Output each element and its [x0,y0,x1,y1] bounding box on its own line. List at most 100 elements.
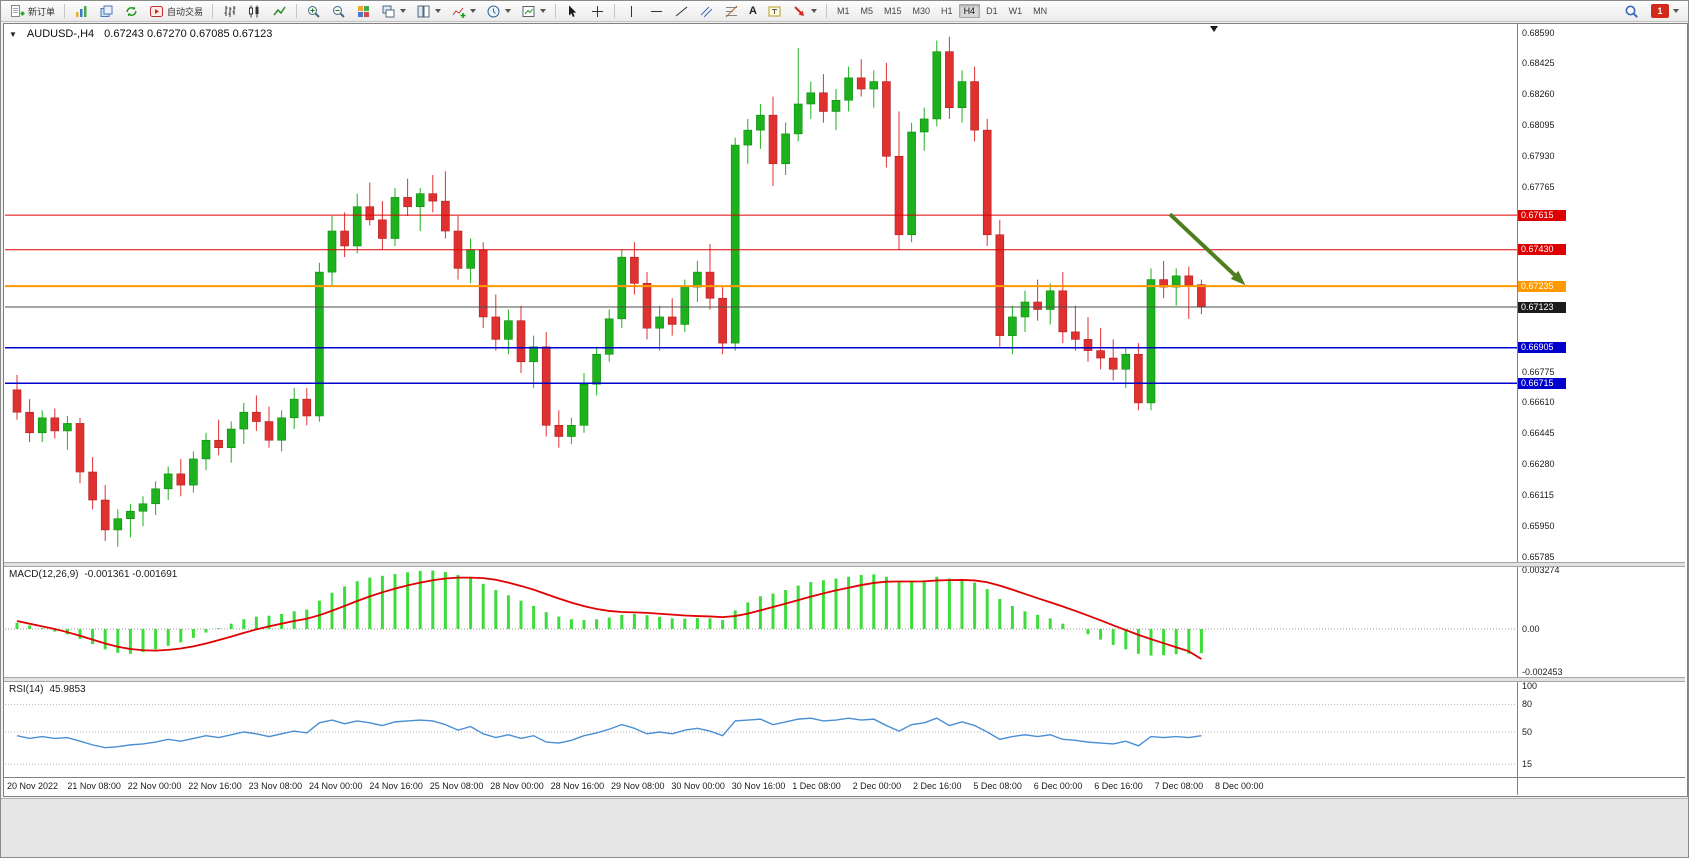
chevron-down-icon [400,9,407,13]
macd-indicator-panel[interactable] [5,567,1517,675]
line-chart-type-button[interactable] [268,3,291,20]
timeframe-button-h4[interactable]: H4 [958,4,981,18]
auto-trading-button[interactable]: 自动交易 [145,3,207,20]
templates-button[interactable] [517,3,550,20]
line-chart-icon [272,4,287,19]
arrow-annotation-shaft[interactable] [1168,212,1236,277]
timeframe-button-mn[interactable]: MN [1033,6,1048,16]
candle-body [718,297,727,344]
indicators-button[interactable] [447,3,480,20]
collapse-chart-icon[interactable]: ▼ [9,29,17,39]
timeframe-button-m5[interactable]: M5 [860,6,874,16]
price-tick: 0.66775 [1522,366,1555,377]
price-tick: 0.65785 [1522,551,1555,562]
vertical-line-tool-button[interactable] [620,3,643,20]
timeframe-button-m15[interactable]: M15 [884,6,902,16]
candle-body [466,249,475,269]
profiles-icon [99,4,114,19]
candle-body [239,411,249,430]
candle-body [1108,357,1118,370]
toolbar-separator [614,4,616,18]
candle-body [390,197,400,239]
timeframe-button-w1[interactable]: W1 [1008,6,1023,16]
timeframe-button-d1[interactable]: D1 [986,6,998,16]
time-axis-label: 28 Nov 16:00 [550,781,605,791]
candle-body [604,318,614,355]
candle-body [806,92,816,105]
toolbar-separator [64,4,66,18]
rsi-indicator-panel[interactable] [5,682,1517,774]
price-tick: 0.65950 [1522,520,1555,531]
search-button[interactable] [1620,3,1643,20]
candle-body [856,77,866,90]
crosshair-icon [590,4,605,19]
price-tick: 0.68260 [1522,89,1555,100]
arrange-windows-icon [416,4,431,19]
price-tick: 0.67930 [1522,150,1555,161]
refresh-button[interactable] [120,3,143,20]
time-axis-label: 23 Nov 08:00 [248,781,303,791]
text-tool-button[interactable]: A [745,3,761,20]
price-axis-border[interactable] [1517,24,1518,795]
text-label-tool-button[interactable] [763,3,786,20]
price-tick: 0.68095 [1522,119,1555,130]
timeframe-button-h1[interactable]: H1 [941,6,953,16]
horizontal-line-tool-button[interactable] [645,3,668,20]
candle-body [1134,354,1143,404]
candle-body [189,458,198,486]
cursor-button[interactable] [561,3,584,20]
new-order-button[interactable]: 新订单 [6,3,59,20]
bar-chart-type-button[interactable] [218,3,241,20]
main-price-chart[interactable] [5,24,1517,561]
fibonacci-tool-button[interactable] [720,3,743,20]
timeframe-button-m30[interactable]: M30 [912,6,931,16]
rsi-value: 45.9853 [49,684,86,695]
arrow-annotation-head[interactable] [1230,270,1246,286]
rsi-axis-label: 80 [1522,698,1533,709]
timeframe-group: M1 M5 M15 M30 H1 H4 D1 W1 MN [832,4,1052,18]
candle-body [1146,279,1156,404]
panel-splitter-macd[interactable] [4,562,1685,567]
time-axis-label: 22 Nov 16:00 [188,781,242,791]
candle-body [1020,301,1030,318]
horizontal-line-icon [649,4,664,19]
arrows-tool-button[interactable] [788,3,821,20]
candle-body [680,286,690,325]
candlestick-chart-type-button[interactable] [243,3,266,20]
arrange-windows-button[interactable] [412,3,445,20]
price-tick: 0.66610 [1522,397,1555,408]
toolbar-separator [555,4,557,18]
toolbar: 新订单 自动交易 A M1 M5 M15 M [1,1,1688,22]
periods-button[interactable] [482,3,515,20]
candle-body [126,510,135,520]
chevron-down-icon [810,9,817,13]
rsi-axis-label: 50 [1522,726,1533,737]
candle-body [12,389,22,413]
zoom-in-button[interactable] [302,3,325,20]
candle-body [415,193,425,208]
candle-body [37,417,47,434]
candle-body [25,411,34,434]
panel-splitter-rsi[interactable] [4,677,1685,682]
trendline-tool-button[interactable] [670,3,693,20]
channel-tool-button[interactable] [695,3,718,20]
profiles-button[interactable] [95,3,118,20]
chevron-down-icon [505,9,512,13]
zoom-out-button[interactable] [327,3,350,20]
candle-body [88,471,97,501]
candle-body [567,425,576,437]
candle-body [919,118,929,133]
candle-body [138,503,148,512]
macd-axis-label: -0.002453 [1522,666,1563,677]
candle-body [957,81,967,109]
candle-body [667,316,677,325]
tile-windows-button[interactable] [352,3,375,20]
notifications-button[interactable]: 1 [1647,3,1683,20]
chart-window-icon [74,4,89,19]
timeframe-button-m1[interactable]: M1 [836,6,850,16]
tile-windows-icon [356,4,371,19]
crosshair-button[interactable] [586,3,609,20]
chart-window-button[interactable] [70,3,93,20]
cascade-windows-button[interactable] [377,3,410,20]
chart-shift-marker-icon[interactable] [1210,26,1218,32]
